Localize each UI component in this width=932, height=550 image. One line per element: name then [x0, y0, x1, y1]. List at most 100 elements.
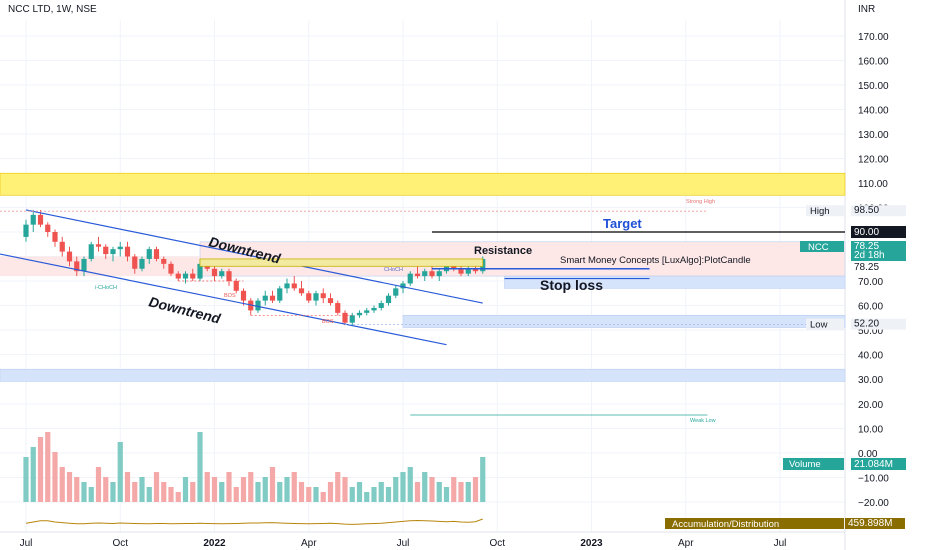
candle-body — [45, 224, 51, 232]
volume-bar — [66, 472, 73, 502]
candle-body — [284, 283, 290, 289]
candle-body — [451, 266, 457, 269]
x-tick-label: Jul — [397, 538, 410, 549]
strong-high-label: Strong High — [686, 199, 715, 205]
volume-bar — [95, 467, 102, 502]
candle-body — [291, 283, 297, 289]
candle-body — [124, 246, 131, 257]
candle-body — [262, 295, 268, 301]
candle-body — [161, 258, 167, 264]
candle-body — [269, 295, 276, 301]
y-tick-label: 60.00 — [858, 302, 883, 313]
volume-bar — [88, 487, 94, 502]
candle-body — [335, 303, 341, 313]
volume-bar — [407, 467, 413, 502]
y-tick-label: 20.00 — [858, 400, 883, 411]
y-tick-label: −10.00 — [858, 474, 889, 485]
volume-bar — [211, 477, 218, 502]
volume-bar — [74, 477, 80, 502]
candle-body — [95, 244, 102, 247]
volume-bar — [262, 477, 268, 502]
candle-body — [182, 273, 189, 279]
volume-bar — [124, 472, 131, 502]
candle-body — [117, 246, 123, 250]
volume-bar — [306, 487, 312, 502]
volume-bar — [269, 467, 276, 502]
volume-bar — [81, 482, 87, 502]
stop-loss-label: Stop loss — [540, 277, 603, 293]
y-tick-label: 140.00 — [858, 106, 889, 117]
candle-body — [327, 298, 334, 304]
volume-bar — [117, 442, 123, 502]
i-choch-label: i-CHoCH — [95, 285, 117, 291]
low-tag: Low — [810, 320, 828, 331]
candle-body — [320, 293, 326, 299]
high-value-bg — [851, 205, 906, 217]
last-price: 78.25 — [854, 241, 879, 252]
candle-body — [342, 312, 348, 323]
volume-bar — [132, 482, 138, 502]
high-tag-bg — [806, 205, 844, 217]
candle-body — [458, 268, 464, 274]
volume-bar — [175, 492, 181, 502]
resistance-label: Resistance — [474, 245, 532, 257]
volume-bar — [414, 482, 421, 502]
volume-bar — [291, 472, 297, 502]
candles[interactable] — [23, 209, 486, 326]
high-tag: High — [810, 206, 830, 217]
y-tick-label: −20.00 — [858, 498, 889, 509]
candle-body — [255, 300, 261, 311]
volume-bar — [364, 492, 370, 502]
y-tick-label: 170.00 — [858, 32, 889, 43]
low-value-bg — [851, 318, 906, 330]
candle-body — [37, 214, 44, 225]
volume-bar — [378, 482, 384, 502]
y-tick-label: 10.00 — [858, 425, 883, 436]
candle-body — [306, 293, 312, 301]
candle-body — [74, 261, 80, 272]
volume-bar — [45, 432, 51, 502]
candle-body — [197, 263, 203, 279]
candle-body — [146, 249, 152, 259]
last-price-bg — [851, 241, 906, 252]
demand-zone-low — [402, 314, 846, 328]
y-tick-label: 110.00 — [858, 179, 888, 190]
x-tick-label: 2023 — [580, 538, 603, 549]
y-tick-label: 30.00 — [858, 375, 883, 386]
ad-tag: Accumulation/Distribution — [672, 519, 779, 530]
candle-body — [88, 244, 94, 259]
resistance-box — [199, 258, 484, 267]
volume-bar — [277, 482, 283, 502]
volume-bar — [59, 467, 65, 502]
volume-bar — [255, 482, 261, 502]
y-tick-label: 0.00 — [858, 449, 878, 460]
candle-body — [349, 315, 355, 323]
x-tick-label: Jul — [20, 538, 33, 549]
candle-body — [371, 307, 377, 311]
candle-body — [139, 258, 145, 269]
ad-line — [25, 518, 483, 525]
volume-bar — [197, 432, 203, 502]
candle-body — [277, 288, 283, 301]
volume-bar — [226, 472, 232, 502]
volume-bar — [284, 477, 290, 502]
volume-bar — [313, 487, 319, 502]
time-axis[interactable]: Jul Oct 2022 Apr Jul Oct 2023 Apr Jul — [20, 538, 787, 549]
candle-body — [52, 232, 58, 242]
choch-label: CHoCH — [384, 267, 403, 273]
symbol-tag-bg — [800, 241, 844, 252]
channel-lower-line — [0, 253, 447, 346]
volume-bar — [429, 477, 435, 502]
volume-bar — [371, 487, 377, 502]
axis-unit: INR — [858, 4, 875, 15]
bos-label-2: BOS — [322, 319, 334, 325]
volume-bar — [204, 472, 210, 502]
volume-bar — [422, 472, 428, 502]
candle-body — [472, 268, 479, 272]
candle-body — [393, 288, 399, 296]
candle-body — [226, 271, 232, 281]
volume-bar — [349, 487, 355, 502]
ad-value-bg — [845, 518, 905, 529]
